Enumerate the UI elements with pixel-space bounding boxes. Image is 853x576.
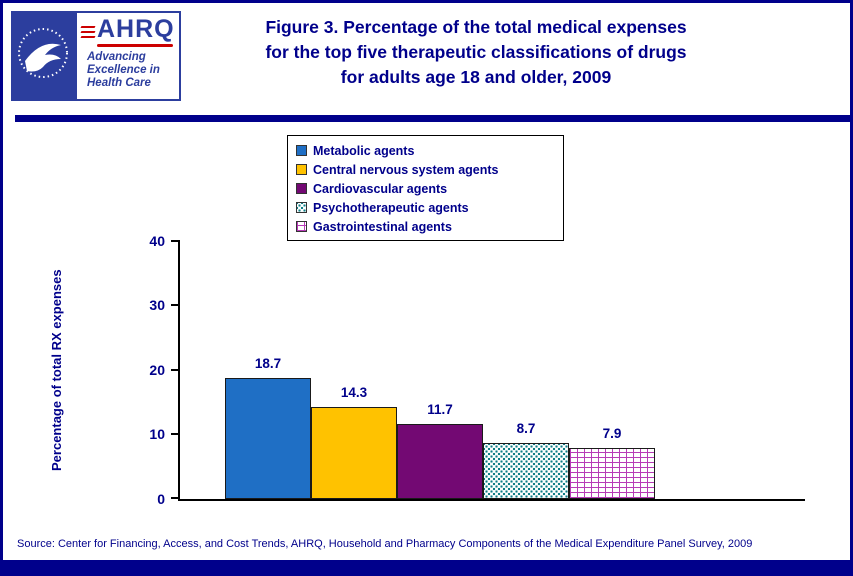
bar-value-label-cardiovascular-agents: 11.7 — [427, 402, 453, 417]
legend-item-cardiovascular-agents: Cardiovascular agents — [296, 179, 555, 198]
legend-label-central-nervous-system-agents: Central nervous system agents — [313, 162, 499, 177]
ahrq-underline-icon — [97, 44, 173, 47]
y-tick-label-10: 10 — [149, 426, 165, 442]
y-tick-label-0: 0 — [157, 491, 165, 507]
legend-swatch-metabolic-agents — [296, 145, 307, 156]
y-tick-label-30: 30 — [149, 297, 165, 313]
y-axis-title: Percentage of total RX expenses — [49, 269, 64, 471]
y-tick-mark-20 — [171, 369, 180, 371]
ahrq-logo: AHRQ Advancing Excellence in Health Care — [75, 11, 181, 101]
chart-legend: Metabolic agents Central nervous system a… — [287, 135, 564, 241]
legend-swatch-gastrointestinal-agents — [296, 221, 307, 232]
legend-swatch-central-nervous-system-agents — [296, 164, 307, 175]
legend-item-psychotherapeutic-agents: Psychotherapeutic agents — [296, 198, 555, 217]
source-note: Source: Center for Financing, Access, an… — [17, 538, 753, 550]
y-tick-label-20: 20 — [149, 362, 165, 378]
legend-item-central-nervous-system-agents: Central nervous system agents — [296, 160, 555, 179]
ahrq-logo-text: AHRQ — [97, 15, 175, 43]
hhs-eagle-icon — [18, 28, 68, 78]
footer-bar — [3, 560, 850, 573]
figure-title-line1: Figure 3. Percentage of the total medica… — [265, 17, 687, 37]
legend-label-gastrointestinal-agents: Gastrointestinal agents — [313, 219, 452, 234]
hhs-logo — [11, 11, 75, 101]
ahrq-swoosh-icon — [80, 23, 96, 39]
legend-swatch-cardiovascular-agents — [296, 183, 307, 194]
y-tick-mark-40 — [171, 240, 180, 242]
bar-cardiovascular-agents — [397, 424, 483, 499]
figure-title: Figure 3. Percentage of the total medica… — [189, 15, 763, 90]
legend-swatch-psychotherapeutic-agents — [296, 202, 307, 213]
legend-item-metabolic-agents: Metabolic agents — [296, 141, 555, 160]
legend-label-psychotherapeutic-agents: Psychotherapeutic agents — [313, 200, 469, 215]
bar-central-nervous-system-agents — [311, 407, 397, 499]
y-axis-labels: 0 10 20 30 40 — [123, 233, 165, 507]
bar-value-label-gastrointestinal-agents: 7.9 — [602, 426, 622, 441]
bar-metabolic-agents — [225, 378, 311, 499]
bar-value-label-metabolic-agents: 18.7 — [254, 356, 282, 371]
y-tick-label-40: 40 — [149, 233, 165, 249]
agency-logo-block: AHRQ Advancing Excellence in Health Care — [11, 11, 181, 101]
ahrq-tagline-line1: Advancing — [87, 51, 146, 63]
ahrq-tagline-line2: Excellence in — [87, 64, 160, 77]
plot-area: 18.7 14.3 11.7 8.7 7.9 — [171, 240, 805, 501]
figure-title-line3: for adults age 18 and older, 2009 — [340, 67, 612, 87]
y-tick-mark-10 — [171, 433, 180, 435]
bar-gastrointestinal-agents — [569, 448, 655, 499]
ahrq-tagline-line3: Health Care — [87, 77, 151, 90]
bar-value-label-psychotherapeutic-agents: 8.7 — [516, 421, 536, 436]
bar-value-label-central-nervous-system-agents: 14.3 — [340, 385, 368, 400]
legend-label-cardiovascular-agents: Cardiovascular agents — [313, 181, 448, 196]
y-tick-mark-30 — [171, 304, 180, 306]
legend-label-metabolic-agents: Metabolic agents — [313, 143, 415, 158]
y-tick-mark-0 — [171, 497, 180, 499]
figure-title-line2: for the top five therapeutic classificat… — [265, 42, 687, 62]
header-divider — [15, 115, 850, 122]
bar-psychotherapeutic-agents — [483, 443, 569, 499]
legend-item-gastrointestinal-agents: Gastrointestinal agents — [296, 217, 555, 236]
ahrq-tagline: Advancing Excellence in Health Care — [87, 51, 175, 91]
